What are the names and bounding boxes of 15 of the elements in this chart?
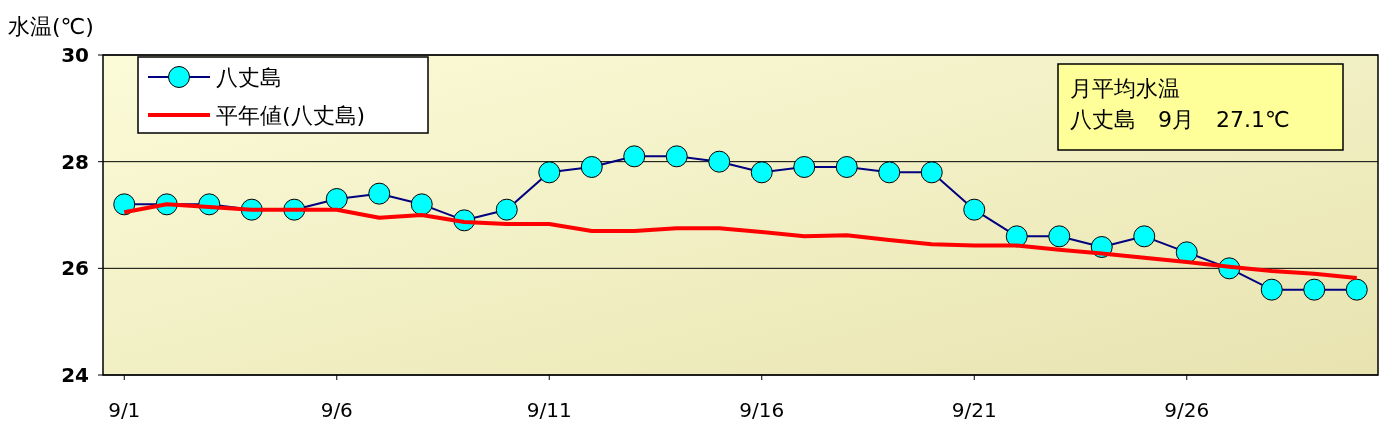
y-tick-label: 26 — [61, 256, 89, 281]
annotation: 月平均水温 — [1070, 76, 1180, 101]
legend-label: 平年値(八丈島) — [216, 103, 366, 128]
y-tick-label: 24 — [61, 363, 89, 387]
y-tick-label: 30 — [61, 43, 89, 67]
x-tick-label: 9/16 — [739, 398, 785, 422]
x-tick-label: 9/1 — [108, 398, 141, 422]
y-axis-title: 水温(℃) — [8, 14, 94, 39]
y-tick-label: 28 — [61, 149, 89, 174]
x-tick-label: 9/6 — [320, 398, 353, 422]
x-tick-label: 9/11 — [526, 398, 572, 422]
x-tick-label: 9/26 — [1164, 398, 1210, 422]
x-tick-label: 9/21 — [951, 398, 997, 422]
legend-label: 八丈島 — [216, 65, 282, 90]
annotation: 八丈島 9月 27.1℃ — [1070, 107, 1290, 132]
